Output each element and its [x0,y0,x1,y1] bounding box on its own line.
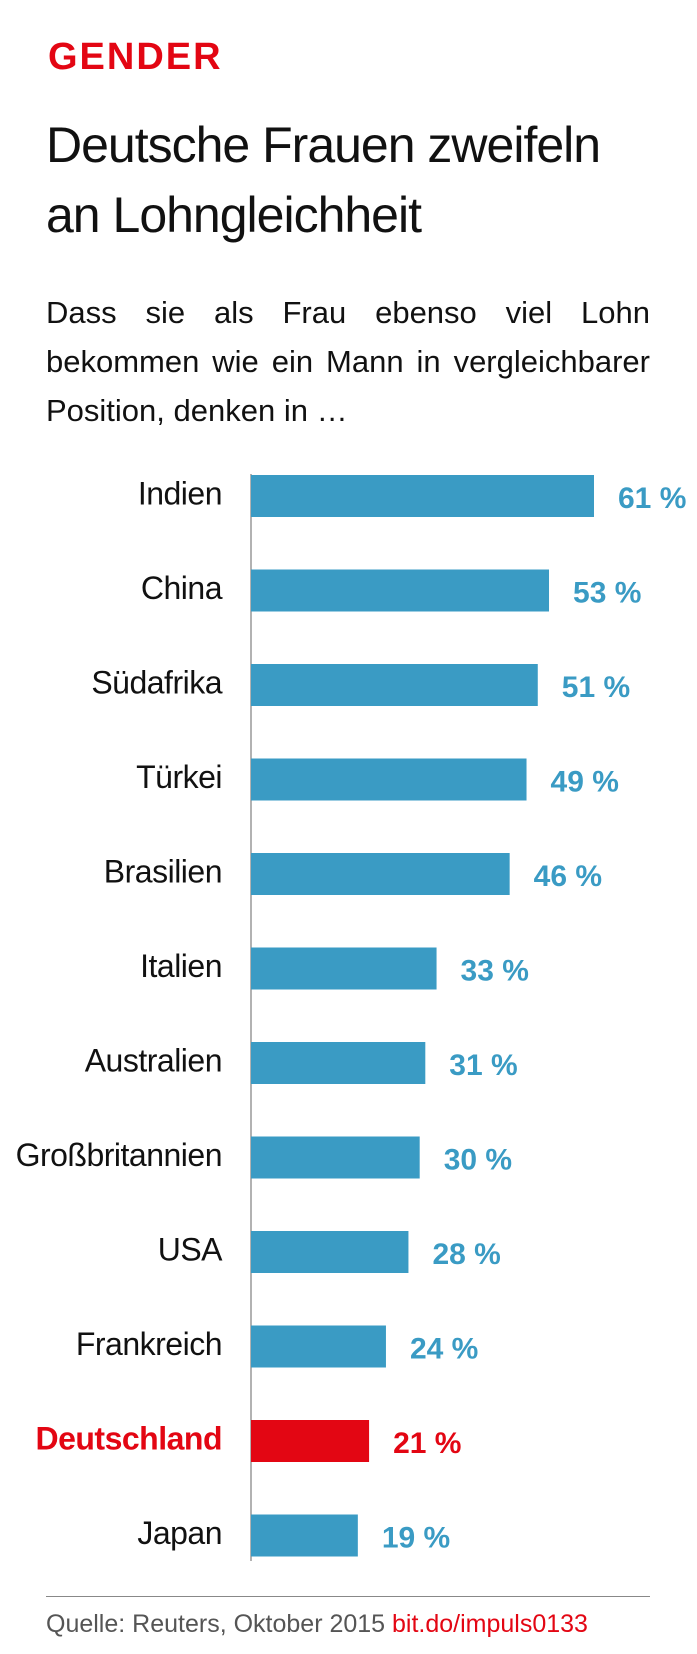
category-label: Großbritannien [16,1137,222,1173]
value-label: 51 % [562,671,630,704]
category-label: USA [158,1231,223,1267]
category-label: Japan [137,1515,222,1551]
bar [251,1042,426,1084]
value-label: 21 % [393,1427,461,1460]
category-label: Brasilien [104,853,222,889]
link[interactable]: bit.do/impuls0133 [392,1610,588,1638]
bar [251,1514,358,1557]
bar [251,758,527,801]
value-label: 61 % [618,482,686,515]
value-label: 30 % [444,1143,512,1176]
value-label: 49 % [551,765,619,798]
bar [251,1231,409,1273]
category-label: China [141,570,223,606]
footer-rule [46,1596,650,1597]
kicker: GENDER [48,36,223,78]
category-label: Italien [140,948,222,984]
category-label: Deutschland [35,1420,222,1456]
bar [251,569,550,612]
bar [251,1325,386,1368]
value-label: 46 % [534,860,602,893]
source: Quelle: Reuters, Oktober 2015 [46,1610,386,1638]
value-label: 31 % [449,1049,517,1082]
bar [251,475,594,517]
chart-title: Deutsche Frauen zweifeln an Lohngleichhe… [46,117,601,243]
bar [251,1136,420,1179]
chart: Indien 61 % China 53 % Südafrika 51 % Türkei 49… [16,474,686,1561]
bar [251,947,437,990]
category-label: Frankreich [76,1326,222,1362]
bar [251,1420,370,1462]
category-label: Südafrika [91,664,222,700]
value-label: 53 % [573,576,641,609]
category-label: Australien [85,1042,222,1078]
bar [251,853,510,895]
subtitle: Dass sie als Frau ebenso viel Lohn bekom… [46,295,650,428]
value-label: 33 % [461,954,529,987]
category-label: Indien [138,475,222,511]
value-label: 19 % [382,1521,450,1554]
value-label: 24 % [410,1332,478,1365]
value-label: 28 % [432,1238,500,1271]
bar [251,664,538,706]
category-label: Türkei [136,759,222,795]
